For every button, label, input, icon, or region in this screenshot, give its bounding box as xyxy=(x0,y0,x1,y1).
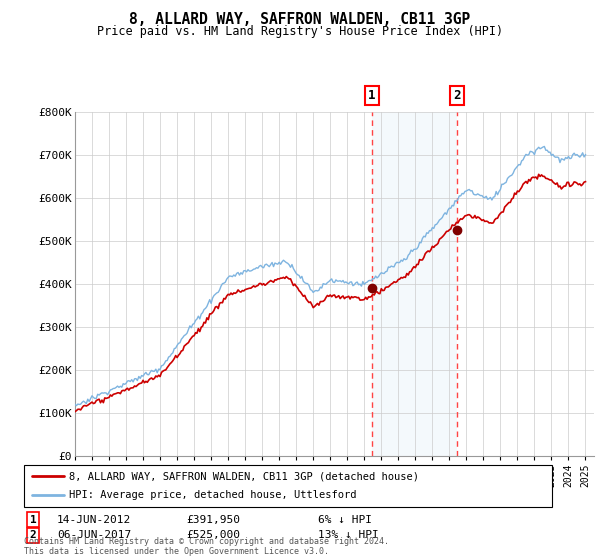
Text: 2: 2 xyxy=(453,88,461,102)
Text: 2: 2 xyxy=(29,530,37,540)
Text: HPI: Average price, detached house, Uttlesford: HPI: Average price, detached house, Uttl… xyxy=(69,491,356,501)
Text: £525,000: £525,000 xyxy=(186,530,240,540)
Text: Price paid vs. HM Land Registry's House Price Index (HPI): Price paid vs. HM Land Registry's House … xyxy=(97,25,503,38)
Text: 13% ↓ HPI: 13% ↓ HPI xyxy=(318,530,379,540)
Text: 8, ALLARD WAY, SAFFRON WALDEN, CB11 3GP: 8, ALLARD WAY, SAFFRON WALDEN, CB11 3GP xyxy=(130,12,470,27)
Bar xyxy=(372,112,457,456)
Text: 14-JUN-2012: 14-JUN-2012 xyxy=(57,515,131,525)
Text: 06-JUN-2017: 06-JUN-2017 xyxy=(57,530,131,540)
Text: 1: 1 xyxy=(368,88,376,102)
Text: £391,950: £391,950 xyxy=(186,515,240,525)
Text: 6% ↓ HPI: 6% ↓ HPI xyxy=(318,515,372,525)
Text: Contains HM Land Registry data © Crown copyright and database right 2024.
This d: Contains HM Land Registry data © Crown c… xyxy=(24,536,389,556)
Text: 8, ALLARD WAY, SAFFRON WALDEN, CB11 3GP (detached house): 8, ALLARD WAY, SAFFRON WALDEN, CB11 3GP … xyxy=(69,471,419,481)
Text: 1: 1 xyxy=(29,515,37,525)
